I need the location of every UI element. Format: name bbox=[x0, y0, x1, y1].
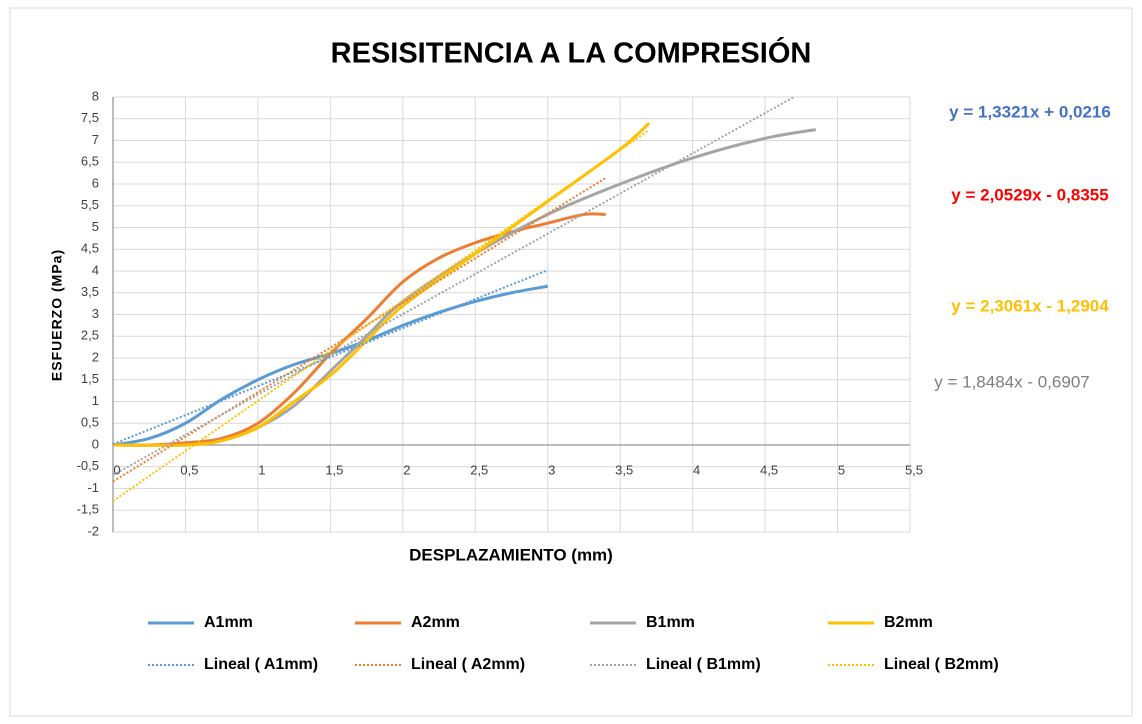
x-tick-label: 4 bbox=[693, 462, 700, 477]
x-tick-label: 5,5 bbox=[905, 462, 923, 477]
y-tick-label: -1 bbox=[87, 480, 99, 495]
x-tick-label: 1,5 bbox=[325, 462, 343, 477]
y-tick-label: -1,5 bbox=[77, 502, 99, 517]
y-tick-label: 0,5 bbox=[81, 415, 99, 430]
y-tick-label: 0 bbox=[92, 436, 99, 451]
x-tick-label: 0,5 bbox=[180, 462, 198, 477]
x-tick-label: 5 bbox=[838, 462, 845, 477]
y-tick-label: 2 bbox=[92, 349, 99, 364]
y-axis-label: ESFUERZO (MPa) bbox=[49, 249, 65, 381]
trend-equation: y = 1,3321x + 0,0216 bbox=[949, 102, 1111, 121]
x-tick-label: 2 bbox=[403, 462, 410, 477]
trend-line bbox=[112, 96, 795, 476]
trend-equation: y = 2,0529x - 0,8355 bbox=[951, 185, 1108, 204]
y-tick-label: 3 bbox=[92, 306, 99, 321]
y-tick-label: 3,5 bbox=[81, 284, 99, 299]
y-tick-label: 7 bbox=[92, 132, 99, 147]
x-tick-label: 0 bbox=[113, 462, 120, 477]
y-tick-label: 8 bbox=[92, 88, 99, 103]
x-axis-label: DESPLAZAMIENTO (mm) bbox=[409, 545, 613, 564]
legend-label: Lineal ( A2mm) bbox=[411, 656, 525, 673]
trend-line bbox=[112, 129, 650, 502]
y-tick-label: 4,5 bbox=[81, 241, 99, 256]
y-tick-label: 1,5 bbox=[81, 371, 99, 386]
legend-label: B1mm bbox=[646, 614, 695, 631]
y-tick-label: 4 bbox=[92, 262, 99, 277]
x-tick-label: 2,5 bbox=[470, 462, 488, 477]
legend-label: Lineal ( A1mm) bbox=[204, 656, 318, 673]
y-tick-label: 7,5 bbox=[81, 110, 99, 125]
data-line bbox=[112, 212, 606, 447]
legend-label: B2mm bbox=[884, 614, 933, 631]
y-tick-label: 5 bbox=[92, 219, 99, 234]
y-tick-label: -2 bbox=[87, 523, 99, 538]
legend-label: A2mm bbox=[411, 614, 460, 631]
y-tick-label: 1 bbox=[92, 393, 99, 408]
chart-frame bbox=[9, 7, 1133, 717]
y-tick-label: 2,5 bbox=[81, 328, 99, 343]
x-tick-label: 3 bbox=[548, 462, 555, 477]
chart-title: RESISITENCIA A LA COMPRESIÓN bbox=[331, 36, 812, 70]
legend-label: Lineal ( B1mm) bbox=[646, 656, 761, 673]
trend-equation: y = 2,3061x - 1,2904 bbox=[951, 296, 1109, 315]
y-tick-label: 6,5 bbox=[81, 154, 99, 169]
trend-equation: y = 1,8484x - 0,6907 bbox=[934, 372, 1089, 391]
y-tick-label: 6 bbox=[92, 175, 99, 190]
y-tick-label: 5,5 bbox=[81, 197, 99, 212]
legend-label: Lineal ( B2mm) bbox=[884, 656, 999, 673]
y-tick-label: -0,5 bbox=[77, 458, 99, 473]
x-tick-label: 4,5 bbox=[760, 462, 778, 477]
x-tick-label: 3,5 bbox=[615, 462, 633, 477]
legend-label: A1mm bbox=[204, 614, 253, 631]
x-tick-label: 1 bbox=[258, 462, 265, 477]
